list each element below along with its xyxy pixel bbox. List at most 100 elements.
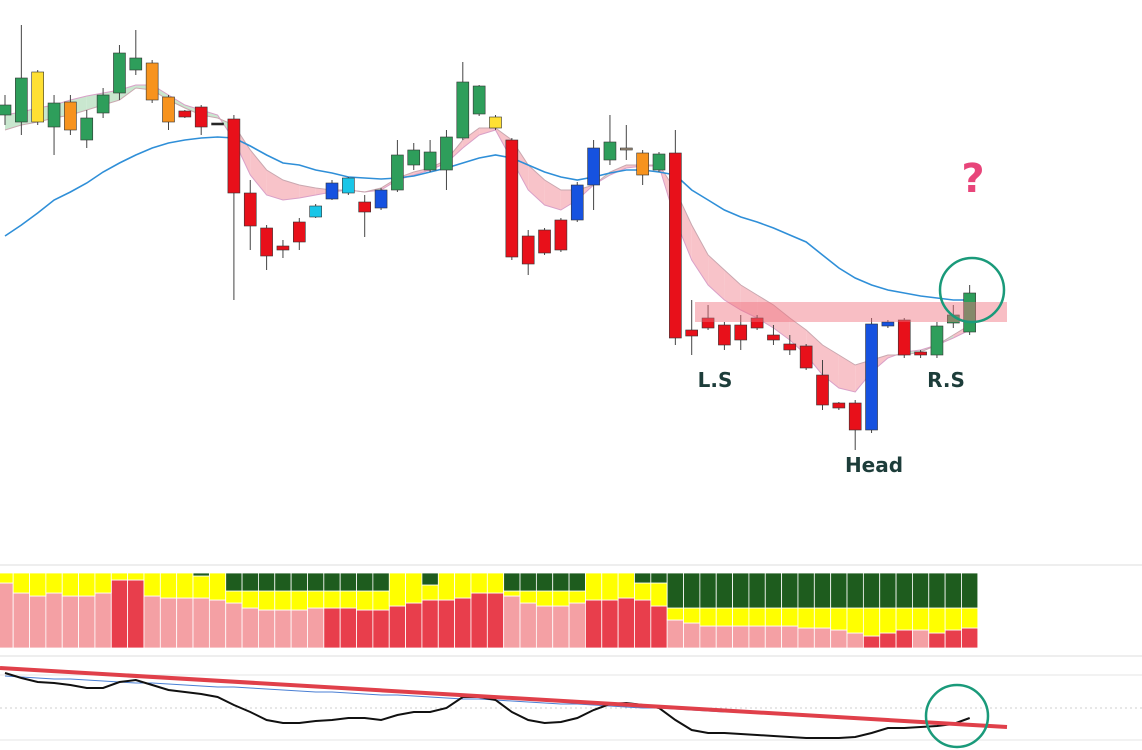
indicator-bar [797,627,815,649]
indicator-bars [0,572,979,649]
candle-body [211,122,224,126]
indicator-bar [535,572,554,592]
indicator-bar [258,590,276,611]
indicator-bar [846,572,864,609]
indicator-bar [61,572,79,597]
indicator-bar [405,572,423,604]
candle-body [47,102,61,128]
indicator-bar [797,572,815,609]
indicator-bar [732,572,750,609]
indicator-bar [421,599,439,649]
candle-body [472,85,486,115]
indicator-bar [683,622,701,649]
candle-body [325,182,339,200]
indicator-bar [503,595,521,649]
indicator-bar [568,602,586,649]
ema-cloud [119,85,136,100]
indicator-bar [12,592,30,649]
indicator-bar [372,609,390,649]
indicator-bar [208,572,227,601]
candle-body [440,136,453,171]
indicator-bar [781,607,799,627]
indicator-bar [127,572,145,581]
indicator-bar [764,572,783,609]
indicator-bar [748,607,766,627]
indicator-bar [961,607,979,629]
candle-body [865,323,878,431]
indicator-bar [339,607,357,649]
candle-body [129,57,143,71]
candle-body [178,110,192,118]
indicator-bar [307,590,325,609]
indicator-bar [225,590,243,604]
indicator-bar [356,590,374,611]
highlight-circle [938,256,1006,324]
indicator-bar [29,595,47,649]
indicator-bar [486,572,505,594]
indicator-bar [12,572,30,594]
indicator-bar [862,607,881,637]
candle-body [734,324,748,341]
indicator-bar [634,572,652,584]
candle-body [750,317,764,329]
indicator-bar [503,590,521,597]
indicator-bar [192,597,210,649]
indicator-bar [552,605,570,649]
candle-body [816,374,829,406]
indicator-bar [159,597,178,649]
candle-body [391,154,404,191]
resistance-zone [695,302,1007,322]
indicator-bar [928,607,946,634]
candle-body [227,118,241,194]
candle-body [309,205,322,218]
candle-body [64,101,77,131]
indicator-bar [78,572,96,597]
oscillator [4,672,971,739]
ema-cloud [691,225,709,285]
candle-body [718,324,731,346]
indicator-bar [339,590,357,609]
indicator-bar [274,609,292,649]
indicator-bar [176,572,194,599]
indicator-bar [388,572,406,607]
candle-body [505,139,519,258]
indicator-bar [45,572,63,594]
indicator-bar [830,572,848,609]
indicator-bar [552,572,570,592]
indicator-bar [895,607,913,631]
ema-cloud [838,355,856,392]
indicator-bar [961,627,979,649]
candle-body [162,96,175,123]
indicator-bar [421,572,439,586]
indicator-bar [944,629,962,649]
ema-cloud [299,185,316,198]
indicator-bar [519,590,537,604]
indicator-bar [421,584,439,601]
indicator-bar [830,607,848,631]
ema-cloud [250,150,267,195]
indicator-bar [813,607,832,629]
indicator-bar [503,572,521,592]
indicator-bar [862,572,881,609]
indicator-bar [846,607,864,634]
indicator-bar [879,572,897,609]
indicator-bar [617,572,635,599]
candle-body [31,71,45,123]
candle-body [489,116,502,129]
indicator-bar [683,572,701,609]
indicator-bar [650,572,668,584]
highlight-circle [924,683,990,749]
candle-body [0,104,12,116]
ema-cloud [462,128,480,148]
indicator-bar [585,599,603,649]
indicator-bar [437,572,456,601]
indicator-bar [274,590,292,611]
indicator-bar [143,572,161,597]
question-mark: ? [961,156,984,202]
indicator-bar [699,625,717,649]
candle-body [456,81,470,139]
indicator-bar [568,590,586,604]
indicator-bar [258,572,276,592]
indicator-bar [617,597,635,649]
indicator-bar [241,590,259,609]
